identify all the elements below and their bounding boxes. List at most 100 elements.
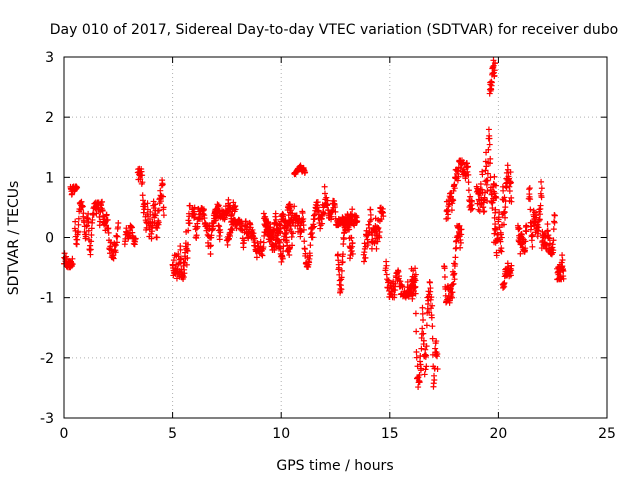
data-point bbox=[392, 280, 399, 287]
point-cluster bbox=[443, 157, 476, 222]
data-point bbox=[282, 231, 289, 238]
data-point bbox=[441, 265, 448, 272]
data-point bbox=[201, 215, 208, 222]
axes: 0 5 10 15 20 25 -3 -2 -1 0 1 2 3 bbox=[40, 50, 616, 442]
data-point bbox=[75, 221, 82, 228]
data-point bbox=[279, 255, 286, 262]
data-point bbox=[251, 235, 258, 242]
data-point bbox=[451, 185, 458, 192]
data-point bbox=[465, 171, 472, 178]
data-point bbox=[507, 272, 514, 279]
grid-lines bbox=[64, 57, 607, 418]
data-point bbox=[485, 126, 492, 133]
data-point bbox=[338, 286, 345, 293]
data-point bbox=[349, 250, 356, 257]
data-point bbox=[339, 259, 346, 266]
data-point bbox=[486, 141, 493, 148]
data-point bbox=[375, 224, 382, 231]
data-point bbox=[516, 225, 523, 232]
data-point bbox=[320, 210, 327, 217]
data-point bbox=[419, 304, 426, 311]
data-point bbox=[450, 280, 457, 287]
data-point bbox=[191, 210, 198, 217]
data-point bbox=[140, 197, 146, 204]
point-cluster bbox=[61, 250, 76, 271]
data-point bbox=[506, 175, 513, 182]
data-point bbox=[483, 181, 490, 188]
data-point bbox=[140, 209, 147, 216]
data-point bbox=[537, 211, 544, 218]
data-point bbox=[484, 187, 491, 194]
point-cluster bbox=[291, 162, 309, 178]
point-cluster bbox=[284, 199, 328, 271]
data-point bbox=[97, 218, 104, 225]
data-point bbox=[395, 268, 402, 275]
data-point bbox=[465, 179, 472, 186]
data-point bbox=[155, 219, 162, 226]
data-point bbox=[361, 258, 368, 265]
data-point bbox=[257, 238, 264, 245]
data-point bbox=[301, 245, 308, 252]
data-point bbox=[420, 330, 427, 337]
data-point bbox=[309, 234, 316, 241]
data-point bbox=[458, 231, 465, 238]
data-point bbox=[560, 275, 567, 282]
data-point bbox=[427, 285, 434, 292]
data-point bbox=[200, 206, 207, 213]
data-point bbox=[72, 218, 79, 225]
data-point bbox=[115, 220, 122, 227]
data-point bbox=[210, 225, 217, 232]
data-point bbox=[90, 211, 97, 218]
data-point bbox=[496, 209, 503, 216]
data-point bbox=[492, 221, 499, 228]
data-point bbox=[413, 354, 420, 361]
data-point bbox=[484, 177, 491, 184]
point-cluster bbox=[260, 210, 293, 259]
data-point bbox=[138, 168, 145, 175]
data-point bbox=[413, 328, 420, 335]
data-point bbox=[297, 233, 304, 240]
data-point bbox=[392, 287, 399, 294]
data-point bbox=[306, 255, 313, 262]
data-point bbox=[489, 205, 496, 212]
data-point bbox=[551, 212, 558, 219]
data-point bbox=[455, 173, 462, 180]
data-point bbox=[531, 209, 538, 216]
data-point bbox=[416, 371, 423, 378]
data-point bbox=[500, 221, 507, 228]
data-point bbox=[328, 216, 335, 223]
data-point bbox=[84, 222, 91, 229]
data-point bbox=[288, 233, 295, 240]
data-point bbox=[538, 194, 545, 201]
data-point bbox=[366, 218, 373, 225]
data-point bbox=[314, 204, 321, 211]
data-point bbox=[160, 193, 167, 200]
data-point bbox=[500, 187, 507, 194]
plot-frame bbox=[63, 56, 608, 419]
data-point bbox=[338, 274, 345, 281]
data-point bbox=[452, 254, 459, 261]
point-cluster bbox=[514, 222, 530, 257]
data-point bbox=[191, 204, 198, 211]
data-point bbox=[319, 220, 326, 227]
data-point bbox=[83, 231, 90, 238]
data-point bbox=[336, 277, 343, 284]
data-point bbox=[405, 293, 412, 300]
data-point bbox=[318, 215, 325, 222]
data-point bbox=[323, 194, 330, 201]
data-point bbox=[465, 187, 472, 194]
data-point bbox=[286, 252, 293, 259]
data-point bbox=[160, 212, 167, 219]
data-point bbox=[310, 212, 317, 219]
data-point bbox=[416, 379, 423, 386]
data-point bbox=[495, 214, 502, 221]
data-point bbox=[507, 169, 514, 176]
data-point bbox=[412, 310, 419, 317]
data-point bbox=[178, 255, 185, 262]
data-point bbox=[378, 216, 385, 223]
data-point bbox=[170, 257, 177, 264]
data-point bbox=[224, 241, 231, 248]
data-point bbox=[492, 206, 499, 213]
data-point bbox=[477, 180, 484, 187]
data-point bbox=[492, 60, 499, 67]
